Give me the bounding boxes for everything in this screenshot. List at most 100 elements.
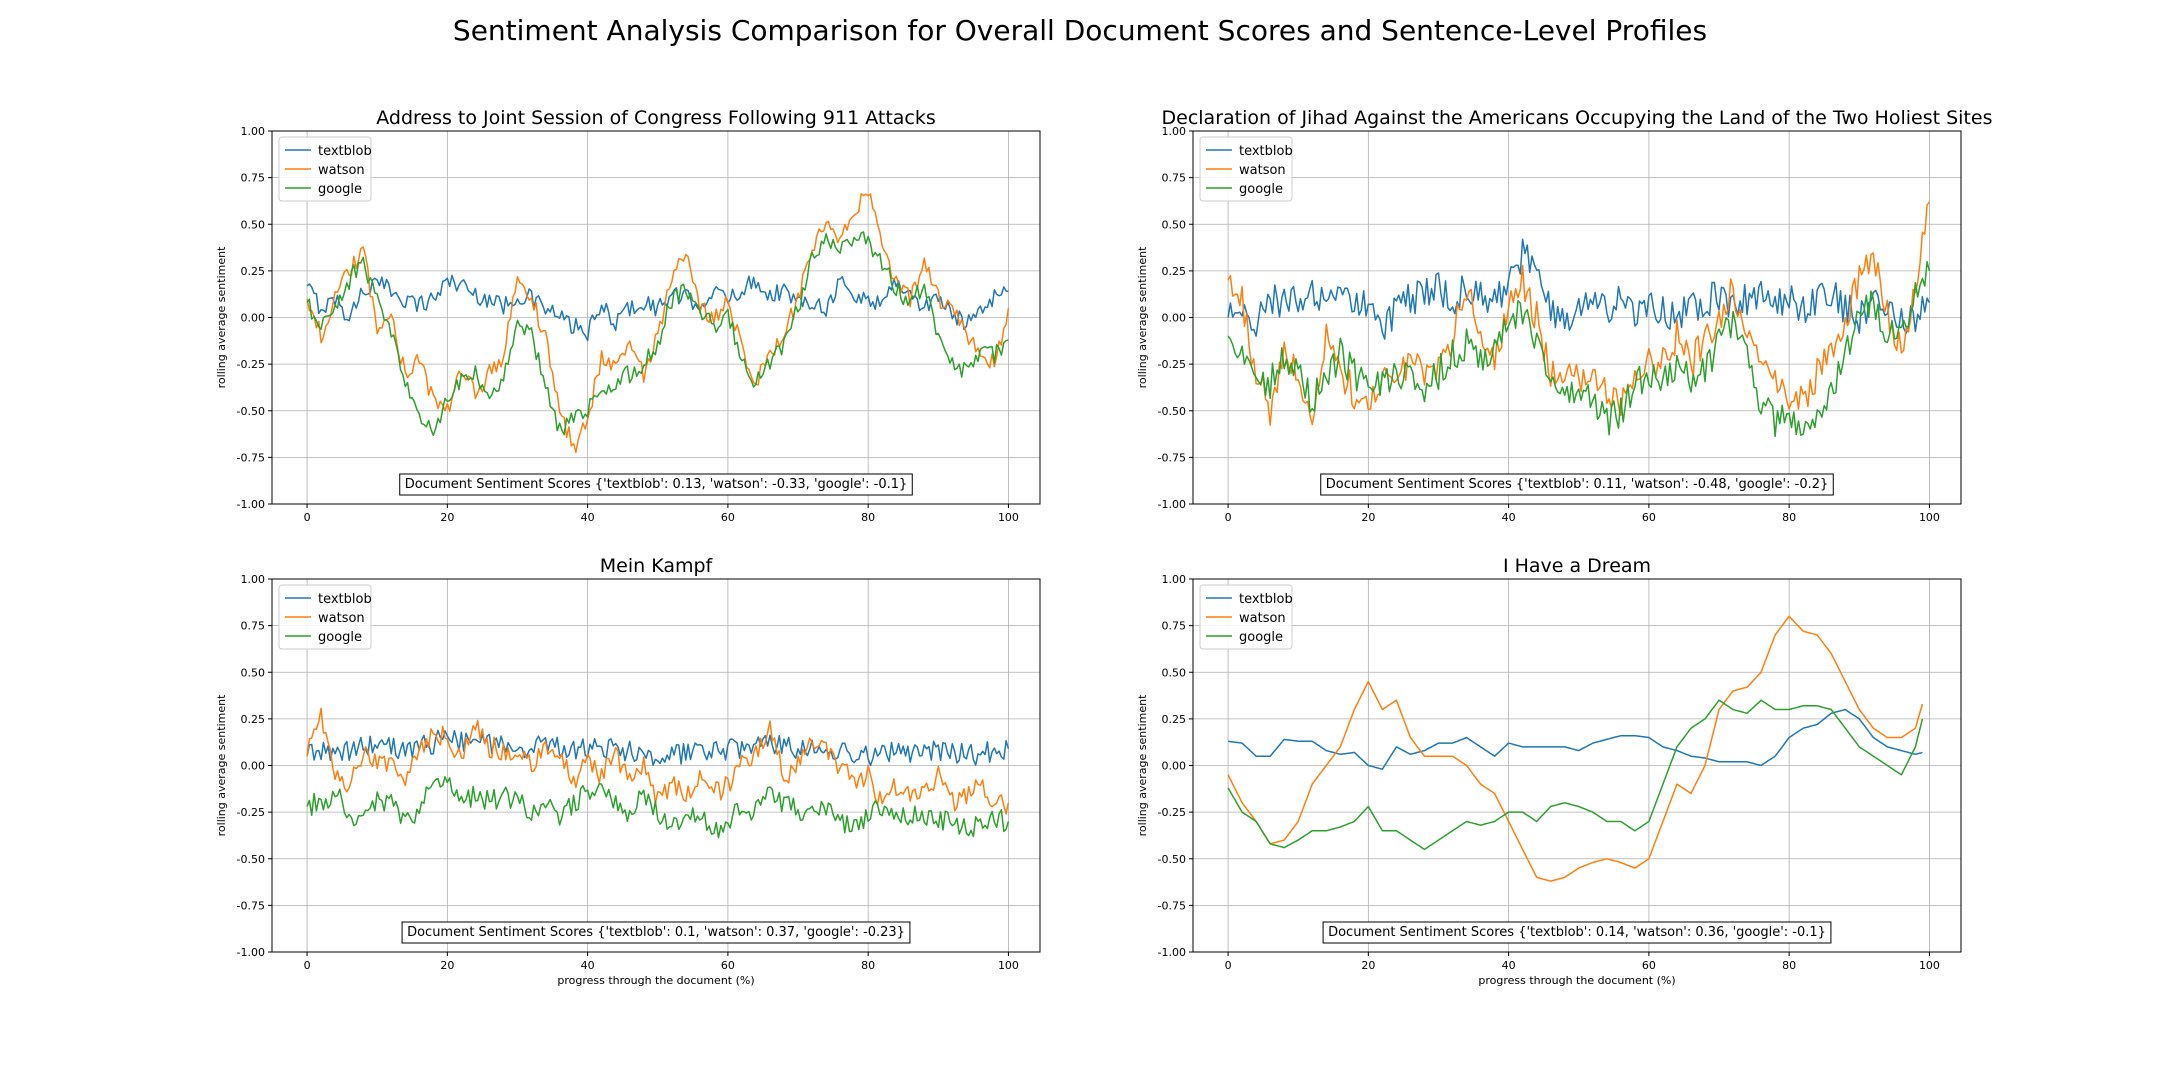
y-tick-label: 0.75 [1162,620,1187,633]
series-line-textblob [306,729,1010,767]
legend-entry: textblob [1239,592,1293,607]
panel-title: Declaration of Jihad Against the America… [1162,107,1993,129]
score-annotation: Document Sentiment Scores {'textblob': 0… [405,477,908,492]
score-annotation: Document Sentiment Scores {'textblob': 0… [1328,925,1826,940]
x-tick-label: 0 [304,511,311,524]
y-tick-label: -0.75 [237,899,265,912]
score-annotation-box [399,473,913,496]
panel-title: I Have a Dream [1503,555,1651,577]
legend-entry: watson [1239,611,1286,626]
legend-entry: watson [1239,163,1286,178]
score-annotation-box [1322,921,1832,944]
y-tick-label: -0.50 [1158,853,1186,866]
x-tick-label: 40 [1502,511,1516,524]
x-tick-label: 60 [721,959,735,972]
x-tick-label: 100 [1919,959,1940,972]
y-tick-label: 0.00 [241,312,266,325]
x-tick-label: 0 [304,959,311,972]
y-tick-label: -1.00 [1158,946,1186,959]
y-tick-label: 0.00 [1162,760,1187,773]
series-line-google [1227,699,1924,851]
series-line-watson [1227,201,1931,426]
y-tick-label: 1.00 [241,573,266,586]
legend-entry: watson [318,611,365,626]
axes-frame [1192,130,1962,505]
y-axis-label: rolling average sentiment [1136,694,1149,836]
x-tick-label: 20 [1361,959,1375,972]
y-axis-label: rolling average sentiment [215,246,228,388]
legend-entry: google [318,182,362,197]
legend-entry: google [1239,182,1283,197]
series-line-google [306,776,1010,839]
y-tick-label: 0.25 [1162,265,1187,278]
legend-entry: textblob [318,144,372,159]
y-tick-label: 0.50 [1162,666,1187,679]
y-tick-label: 0.00 [241,760,266,773]
x-tick-label: 100 [1919,511,1940,524]
score-annotation-box [401,921,911,944]
panel-title: Mein Kampf [600,555,714,577]
y-tick-label: -0.75 [1158,451,1186,464]
y-tick-label: 0.75 [241,620,266,633]
y-tick-label: -0.75 [1158,899,1186,912]
legend: textblob watson google [278,584,372,650]
score-annotation-box [1320,473,1834,496]
legend-entry: textblob [1239,144,1293,159]
x-tick-label: 40 [581,959,595,972]
y-tick-label: 0.50 [241,218,266,231]
x-tick-label: 20 [440,511,454,524]
y-tick-label: -1.00 [237,498,265,511]
panel-title: Address to Joint Session of Congress Fol… [376,107,936,129]
y-tick-label: -0.25 [237,806,265,819]
y-tick-label: 0.25 [241,265,266,278]
x-tick-label: 40 [581,511,595,524]
y-tick-label: 0.50 [241,666,266,679]
legend-entry: google [1239,630,1283,645]
x-tick-label: 80 [1782,959,1796,972]
series-line-textblob [1227,238,1931,340]
legend-entry: textblob [318,592,372,607]
score-annotation: Document Sentiment Scores {'textblob': 0… [407,925,905,940]
legend-box [1199,136,1293,202]
series-line-watson [306,707,1010,815]
chart-panel-2: 0 20 40 60 80 100 -1.00 -0.75 -0.50 -0.25 0.00 0.25… [1136,107,1992,524]
chart-panel-3: 0 20 40 60 80 100 -1.00 -0.75 -0.50 -0.25 0.00 0.25… [215,555,1041,987]
x-tick-label: 60 [721,511,735,524]
x-tick-label: 0 [1225,959,1232,972]
series-line-textblob [306,274,1009,342]
x-axis-label: progress through the document (%) [1478,974,1675,987]
legend-entry: google [318,630,362,645]
x-tick-label: 0 [1225,511,1232,524]
y-tick-label: 0.00 [1162,312,1187,325]
y-tick-label: 0.75 [1162,172,1187,185]
axes-frame [271,130,1041,505]
y-tick-label: 0.75 [241,172,266,185]
y-tick-label: -0.50 [1158,405,1186,418]
x-tick-label: 100 [998,511,1019,524]
x-tick-label: 80 [1782,511,1796,524]
y-tick-label: -0.25 [1158,806,1186,819]
legend: textblob watson google [278,136,372,202]
y-tick-label: -1.00 [237,946,265,959]
y-axis-label: rolling average sentiment [1136,246,1149,388]
axes-frame [271,578,1041,953]
y-tick-label: 0.25 [241,713,266,726]
y-tick-label: 0.50 [1162,218,1187,231]
y-tick-label: -0.75 [237,451,265,464]
legend-box [278,136,372,202]
x-tick-label: 100 [998,959,1019,972]
y-tick-label: -0.25 [237,358,265,371]
series-line-watson [306,192,1010,454]
legend-box [1199,584,1293,650]
chart-panel-1: 0 20 40 60 80 100 -1.00 -0.75 -0.50 -0.25 0.00 0.25… [215,107,1041,524]
y-tick-label: 1.00 [1162,573,1187,586]
series-line-textblob [1228,708,1923,770]
x-tick-label: 20 [1361,511,1375,524]
axes-frame [1192,578,1962,953]
legend: textblob watson google [1199,136,1293,202]
y-axis-label: rolling average sentiment [215,694,228,836]
x-tick-label: 80 [861,511,875,524]
legend-entry: watson [318,163,365,178]
figure-suptitle: Sentiment Analysis Comparison for Overal… [453,14,1707,47]
